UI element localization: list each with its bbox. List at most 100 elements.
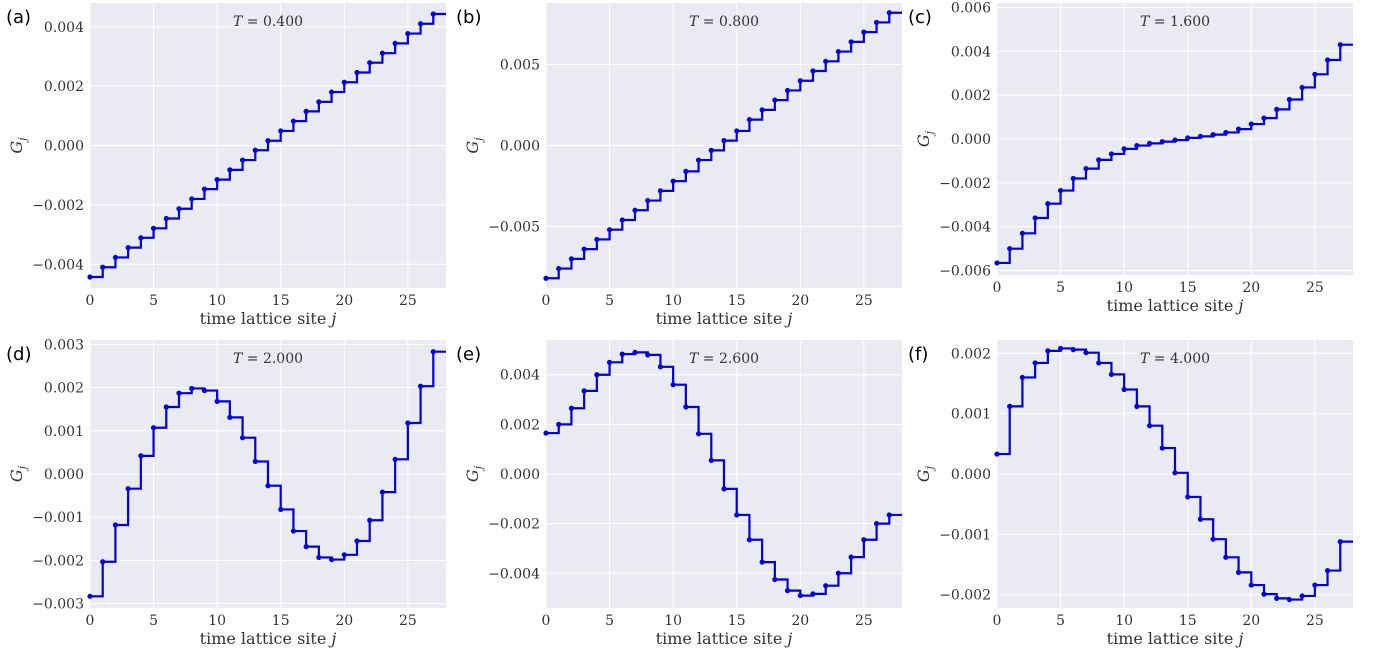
data-point (316, 554, 322, 561)
data-point (1324, 567, 1331, 574)
data-point (1045, 348, 1051, 354)
data-point (873, 521, 880, 527)
data-point (1235, 126, 1242, 132)
data-point (1324, 57, 1331, 63)
data-point (1261, 591, 1267, 597)
data-point (994, 451, 1000, 457)
y-tick-label: −0.002 (32, 198, 84, 214)
data-point (1172, 137, 1178, 143)
x-axis-label: time lattice site j (1107, 296, 1244, 315)
data-point (227, 167, 233, 173)
data-point (645, 197, 651, 204)
data-point (568, 405, 575, 411)
data-point (303, 108, 309, 114)
temperature-annotation: T = 2.600 (689, 351, 759, 367)
data-point (214, 398, 220, 404)
data-point (1146, 140, 1153, 146)
y-tick-label: 0.002 (500, 417, 540, 433)
data-point (163, 404, 169, 410)
data-point (239, 157, 246, 163)
data-point (1045, 201, 1051, 207)
x-tick-label: 10 (1115, 280, 1133, 296)
data-point (392, 40, 398, 46)
y-tick-label: −0.004 (32, 257, 84, 273)
data-point (150, 425, 157, 431)
data-point (214, 177, 220, 183)
data-point (1057, 345, 1064, 352)
panel-letter: (f) (908, 344, 928, 365)
data-point (708, 147, 714, 153)
data-point (1248, 582, 1254, 588)
data-point (823, 583, 829, 589)
data-point (417, 383, 424, 389)
data-point (848, 554, 854, 560)
x-tick-label: 5 (1056, 613, 1065, 629)
data-point (1032, 215, 1038, 221)
data-point (430, 349, 436, 355)
data-point (670, 178, 676, 184)
data-point (1070, 175, 1076, 182)
x-tick-label: 5 (149, 613, 158, 629)
data-point (657, 364, 664, 370)
temperature-annotation: T = 1.600 (1140, 14, 1210, 30)
data-point (1007, 403, 1013, 409)
data-point (379, 50, 386, 56)
data-point (1235, 569, 1242, 575)
x-tick-label: 0 (542, 293, 551, 309)
data-point (1159, 445, 1165, 451)
data-point (1197, 133, 1204, 139)
data-point (721, 138, 727, 144)
data-point (87, 593, 93, 599)
data-point (734, 512, 740, 518)
data-point (556, 421, 562, 427)
data-point (810, 68, 816, 74)
y-tick-label: 0.000 (500, 467, 540, 483)
x-tick-label: 15 (272, 613, 290, 629)
x-tick-label: 15 (1179, 280, 1197, 296)
x-axis-label: time lattice site j (200, 629, 337, 648)
data-point (1337, 42, 1343, 48)
data-point (354, 538, 360, 544)
x-tick-label: 5 (1056, 280, 1065, 296)
x-tick-label: 25 (855, 293, 873, 309)
y-tick-label: 0.005 (500, 58, 540, 74)
y-tick-label: 0.002 (951, 88, 991, 104)
data-point (606, 227, 613, 233)
y-tick-label: −0.004 (488, 566, 540, 582)
data-point (1337, 539, 1343, 545)
data-point (367, 60, 373, 66)
x-tick-label: 15 (1179, 613, 1197, 629)
data-point (645, 352, 651, 358)
data-point (708, 457, 714, 463)
y-tick-label: −0.006 (939, 264, 991, 280)
data-point (1210, 536, 1216, 542)
data-point (683, 168, 689, 175)
x-tick-label: 15 (728, 293, 746, 309)
data-point (797, 592, 803, 599)
panel-a: 0 5 10 15 20 25 −0.004 −0.002 0.000 0.002 0.004 T =… (6, 3, 446, 328)
y-tick-label: −0.003 (32, 597, 84, 613)
panel-letter: (b) (456, 7, 481, 28)
data-point (1096, 157, 1102, 163)
data-point (619, 217, 625, 223)
data-point (556, 265, 562, 272)
data-point (543, 430, 549, 436)
x-tick-label: 10 (664, 293, 682, 309)
data-point (1121, 386, 1127, 393)
data-point (1070, 347, 1076, 353)
data-point (1032, 360, 1038, 366)
x-tick-label: 25 (1306, 280, 1324, 296)
data-point (1108, 151, 1115, 157)
x-axis-label: time lattice site j (200, 309, 337, 328)
data-point (163, 215, 169, 222)
data-point (405, 30, 411, 37)
x-tick-label: 20 (1242, 280, 1260, 296)
data-point (581, 388, 587, 394)
data-point (265, 138, 271, 144)
data-point (1172, 470, 1178, 476)
data-point (239, 435, 246, 441)
data-point (886, 512, 892, 518)
data-point (594, 372, 600, 378)
data-point (316, 99, 322, 105)
